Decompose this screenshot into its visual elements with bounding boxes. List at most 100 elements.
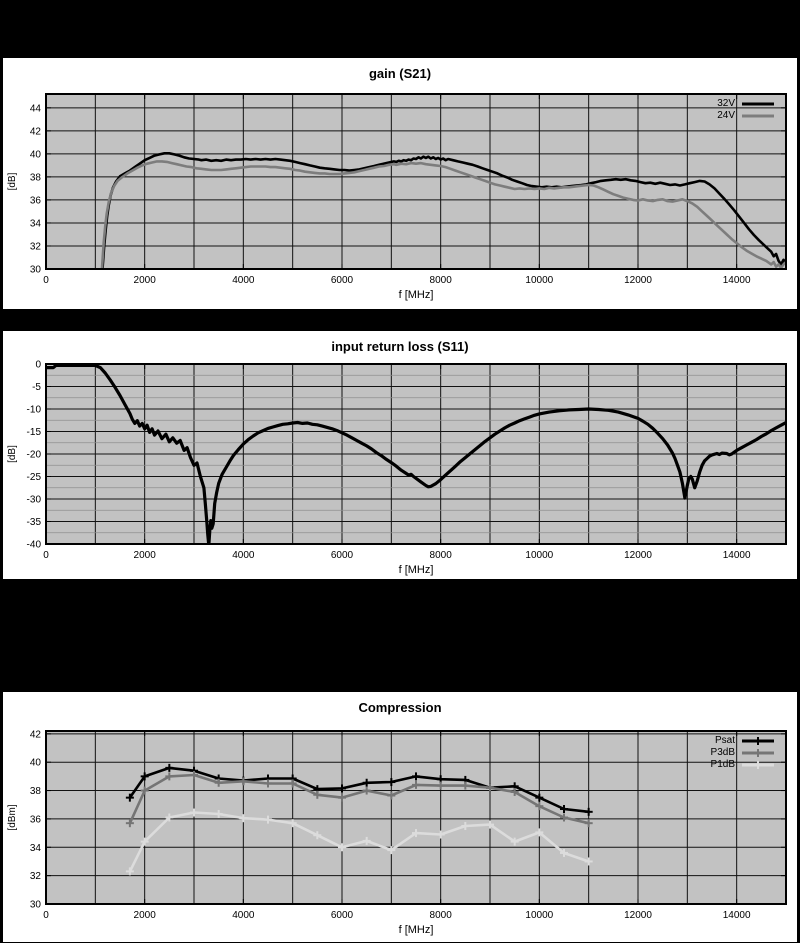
y-tick-label: 30	[30, 265, 42, 276]
y-tick-label: 38	[30, 786, 42, 797]
x-tick-label: 4000	[232, 275, 255, 286]
legend-label: 24V	[717, 110, 735, 121]
x-tick-label: 2000	[134, 275, 157, 286]
y-tick-label: 0	[35, 360, 41, 371]
legend-line-sample	[742, 736, 774, 745]
x-tick-label: 14000	[723, 275, 751, 286]
y-tick-label: -35	[27, 517, 42, 528]
series-line-24V	[100, 160, 786, 269]
y-tick-label: 32	[30, 241, 42, 252]
x-axis-label: f [MHz]	[399, 289, 434, 301]
gridlines	[45, 363, 787, 545]
plot-border	[45, 93, 787, 270]
y-tick-label: 36	[30, 814, 42, 825]
y-tick-label: -40	[27, 540, 42, 551]
axis-ticks	[45, 94, 786, 270]
legend-entry-Psat: Psat	[711, 735, 776, 746]
x-tick-label: 14000	[723, 550, 751, 561]
x-tick-label: 10000	[525, 550, 553, 561]
minor-gridlines	[46, 374, 786, 534]
x-tick-label: 2000	[134, 910, 157, 921]
x-tick-label: 8000	[430, 910, 453, 921]
y-tick-label: -25	[27, 472, 42, 483]
plot-background	[46, 731, 786, 904]
y-tick-label: 40	[30, 149, 42, 160]
y-tick-label: 34	[30, 843, 42, 854]
series-line-S11	[46, 364, 786, 544]
y-tick-label: -10	[27, 405, 42, 416]
gain-s21-chart-panel: gain (S21) 32V 24V 0 2000 4000 6000 8000 10000…	[2, 57, 798, 310]
legend-line-sample	[742, 102, 774, 105]
legend-label: P3dB	[710, 747, 735, 758]
plot-area-2: 0 2000 4000 6000 8000 10000 12000 14000 30 32 34 36…	[7, 729, 787, 936]
legend-entry-32V: 32V	[717, 98, 776, 109]
legend-entry-P3dB: P3dB	[711, 747, 776, 758]
y-tick-label: 42	[30, 729, 42, 740]
x-axis-label: f [MHz]	[399, 564, 434, 576]
y-tick-label: 32	[30, 871, 42, 882]
legend-label: Psat	[714, 735, 735, 746]
gain-chart-legend: 32V 24V	[717, 98, 776, 121]
x-tick-label: 0	[43, 550, 49, 561]
x-axis-label: f [MHz]	[399, 924, 434, 936]
legend-entry-24V: 24V	[717, 110, 776, 121]
legend-entry-P1dB: P1dB	[711, 759, 776, 770]
series-line-P3dB	[128, 773, 591, 825]
y-tick-label: -20	[27, 450, 42, 461]
x-tick-label: 12000	[624, 275, 652, 286]
gain-chart-title: gain (S21)	[368, 66, 432, 81]
y-axis-label: [dBm]	[7, 804, 18, 830]
y-axis-label: [dB]	[7, 445, 18, 463]
y-tick-label: 30	[30, 900, 42, 911]
legend-label: 32V	[717, 98, 735, 109]
y-tick-label: 34	[30, 218, 42, 229]
legend-label: P1dB	[710, 759, 735, 770]
x-tick-label: 10000	[525, 910, 553, 921]
y-tick-label: 42	[30, 126, 42, 137]
series-P1dB	[125, 808, 593, 876]
x-tick-label: 6000	[331, 275, 354, 286]
axis-ticks	[45, 731, 786, 905]
x-tick-label: 4000	[232, 550, 255, 561]
x-tick-label: 12000	[624, 910, 652, 921]
gridlines	[45, 94, 787, 270]
x-tick-label: 0	[43, 275, 49, 286]
x-tick-label: 14000	[723, 910, 751, 921]
y-tick-label: -15	[27, 427, 42, 438]
compression-chart-panel: Compression Psat P3dB P1dB 0 2000 4000 6000 80…	[2, 691, 798, 943]
series-line-Psat	[128, 766, 591, 814]
tick-labels: 0 2000 4000 6000 8000 10000 12000 14000 0 -5 -10 -1…	[27, 360, 751, 562]
y-tick-label: 36	[30, 195, 42, 206]
x-tick-label: 2000	[134, 550, 157, 561]
series-24V	[100, 160, 786, 269]
y-tick-label: -30	[27, 495, 42, 506]
axis-ticks	[45, 363, 786, 545]
series-line-P1dB	[128, 811, 591, 873]
tick-labels: 0 2000 4000 6000 8000 10000 12000 14000 30 32 34 36…	[30, 729, 751, 921]
compression-chart-title: Compression	[358, 700, 442, 715]
plot-area-0: 0 2000 4000 6000 8000 10000 12000 14000 30 32 34 36…	[7, 93, 787, 301]
legend-line-sample	[742, 760, 774, 769]
y-axis-label: [dB]	[7, 172, 18, 190]
legend-line-sample	[742, 748, 774, 757]
input-return-loss-s11-chart-panel: input return loss (S11) 0 2000 4000 6000 800…	[2, 330, 798, 580]
x-tick-label: 12000	[624, 550, 652, 561]
y-tick-label: 40	[30, 758, 42, 769]
legend-line-sample	[742, 114, 774, 117]
x-tick-label: 6000	[331, 550, 354, 561]
x-tick-label: 8000	[430, 275, 453, 286]
s11-chart-title: input return loss (S11)	[331, 339, 469, 354]
tick-labels: 0 2000 4000 6000 8000 10000 12000 14000 30 32 34 36…	[30, 103, 751, 286]
plot-background	[46, 94, 786, 269]
series-P3dB	[125, 770, 593, 828]
plot-border	[45, 730, 787, 905]
x-tick-label: 6000	[331, 910, 354, 921]
series-32V	[101, 152, 786, 269]
x-tick-label: 4000	[232, 910, 255, 921]
series-markers-P1dB	[125, 808, 593, 876]
y-tick-label: 38	[30, 172, 42, 183]
x-tick-label: 10000	[525, 275, 553, 286]
y-tick-label: -5	[32, 382, 41, 393]
compression-chart-legend: Psat P3dB P1dB	[711, 735, 776, 770]
